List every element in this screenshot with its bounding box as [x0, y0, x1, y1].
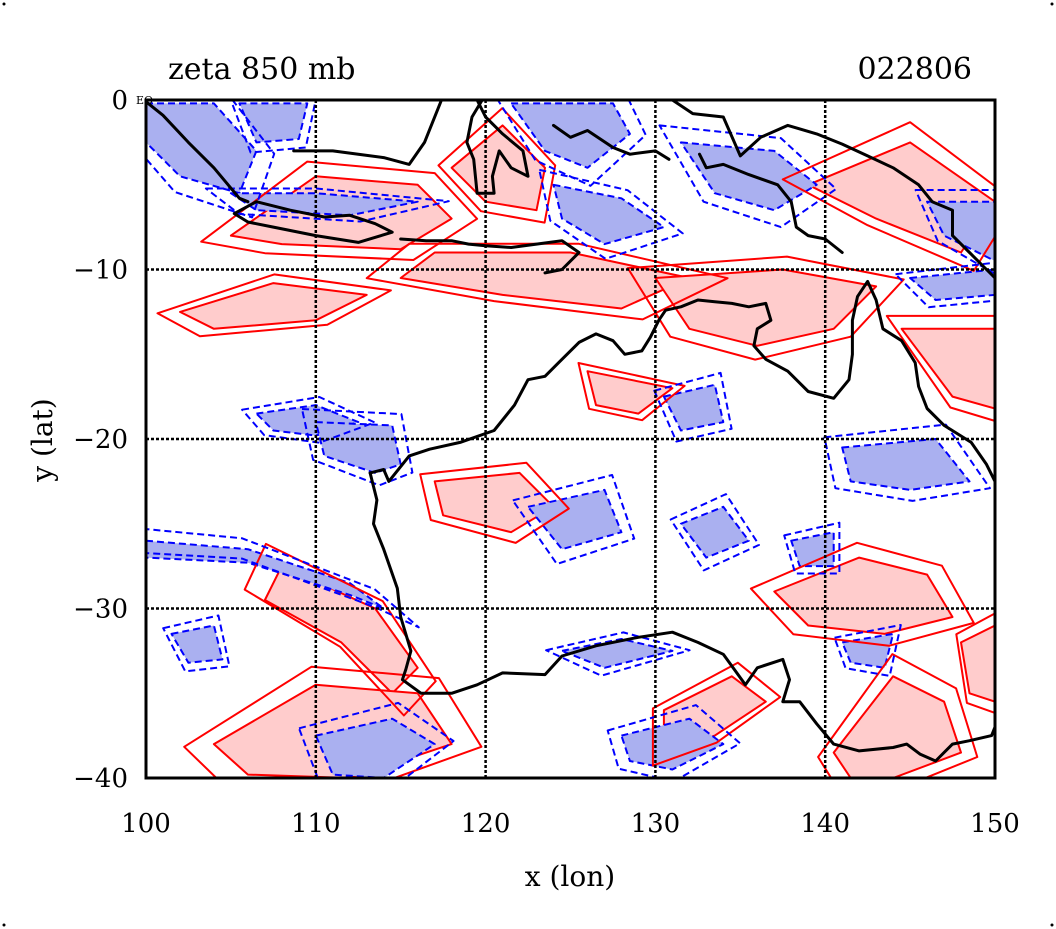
negative-vorticity-region-15: [841, 438, 971, 491]
x-tick-label-0: 100: [121, 809, 171, 839]
positive-vorticity-contour-3: [156, 273, 392, 338]
negative-vorticity-region-20: [909, 268, 995, 301]
positive-vorticity-region-12: [773, 556, 954, 635]
coastline-segment-8: [698, 152, 844, 254]
positive-vorticity-contour-7: [419, 461, 570, 544]
positive-vorticity-contour-6: [885, 314, 995, 422]
coastline-layer: [146, 100, 995, 763]
positive-vorticity-region-14: [586, 370, 674, 415]
x-axis-label: x (lon): [525, 860, 615, 893]
y-tick-labels: 0 −10 −20 −30 −40: [73, 86, 128, 794]
positive-vorticity-region-11: [832, 675, 962, 778]
negative-vorticity-region-1: [229, 192, 419, 217]
negative-vorticity-contour-18: [298, 701, 455, 778]
negative-vorticity-contour-19: [606, 704, 742, 778]
coastline-segment-5: [292, 100, 443, 166]
coastline-segment-1: [368, 471, 995, 763]
positive-vorticity-contour-13: [955, 612, 995, 715]
negative-vorticity-contour-8: [162, 614, 231, 673]
negative-vorticity-contour-6: [914, 189, 995, 276]
negative-vorticity-region-18: [314, 717, 436, 778]
positive-vorticity-region-1: [450, 124, 546, 212]
negative-vorticity-region-4: [552, 183, 665, 246]
negative-vorticity-contour-15: [823, 423, 991, 502]
corner-dot-bottom-left: [2, 923, 6, 927]
x-tick-label-2: 120: [461, 809, 511, 839]
coastline-segment-3: [232, 200, 394, 244]
negative-vorticity-contour-0: [146, 100, 276, 219]
negative-vorticity-contour-3: [496, 100, 647, 187]
positive-vorticity-region-6: [900, 327, 995, 410]
plot-area: [146, 100, 995, 778]
negative-vorticity-contour-1: [204, 187, 450, 223]
coastline-segment-2: [146, 100, 250, 204]
positive-vorticity-contour-1: [437, 107, 557, 224]
positive-vorticity-contour-12: [749, 541, 975, 647]
negative-vorticity-contour-11: [511, 474, 636, 565]
x-tick-label-3: 130: [631, 809, 681, 839]
negative-vorticity-contour-16: [545, 631, 691, 677]
negative-vorticity-region-8: [170, 624, 224, 664]
positive-vorticity-contour-2: [365, 242, 729, 321]
positive-vorticity-region-13: [960, 624, 995, 703]
negative-vorticity-contour-10: [301, 408, 414, 487]
negative-vorticity-contour-14: [653, 371, 733, 443]
coastline-segment-0: [368, 279, 995, 483]
x-tick-label-4: 140: [800, 809, 850, 839]
gridline-layer: [146, 100, 995, 778]
negative-vorticity-region-11: [527, 488, 623, 551]
positive-vorticity-contour-0: [200, 160, 479, 261]
negative-vorticity-contour-20: [894, 261, 995, 309]
positive-vorticity-contour-9: [183, 665, 483, 778]
x-tick-label-5: 150: [970, 809, 1020, 839]
equator-label: EQ: [136, 94, 153, 107]
negative-vorticity-contour-4: [538, 168, 684, 260]
negative-vorticity-region-12: [679, 505, 750, 559]
corner-dot-top-left: [2, 2, 6, 6]
negative-vorticity-region-2: [238, 102, 309, 144]
negative-vorticity-contour-13: [783, 521, 841, 575]
positive-vorticity-contour-8: [243, 542, 437, 717]
negative-vorticity-region-10: [314, 421, 402, 474]
y-axis-label: y (lat): [26, 398, 59, 482]
negative-vorticity-contour-17: [833, 624, 902, 677]
negative-vorticity-contour-9: [241, 396, 376, 444]
positive-vorticity-contour-4: [626, 255, 905, 361]
chart-title: zeta 850 mb: [168, 52, 356, 87]
y-tick-label-4: −40: [73, 764, 128, 794]
negative-vorticity-region-7: [146, 539, 385, 610]
negative-vorticity-region-14: [662, 383, 725, 432]
corner-dot-bottom-right: [1050, 923, 1054, 927]
y-tick-label-3: −30: [73, 595, 128, 625]
positive-vorticity-contour-5: [781, 121, 995, 272]
y-tick-label-0: 0: [111, 86, 128, 116]
negative-vorticity-contour-7: [146, 528, 420, 629]
x-tick-labels: 100 110 120 130 140 150: [121, 809, 1020, 839]
positive-vorticity-region-2: [399, 251, 691, 310]
negative-vorticity-contour-12: [669, 493, 760, 572]
negative-vorticity-region-6: [926, 200, 995, 262]
positive-vorticity-contour-14: [577, 362, 686, 422]
positive-vorticity-contour-11: [817, 653, 979, 778]
x-tick-label-1: 110: [291, 809, 341, 839]
coastline-segment-4: [399, 237, 581, 275]
positive-vorticity-contour-layer: [156, 107, 995, 778]
y-tick-label-2: −20: [73, 425, 128, 455]
positive-vorticity-contour-10: [651, 661, 782, 767]
corner-dot-top-right: [1050, 2, 1054, 6]
date-label: 022806: [857, 52, 972, 87]
coastline-segment-7: [670, 100, 995, 280]
negative-vorticity-region-19: [620, 717, 725, 771]
y-tick-label-1: −10: [73, 256, 128, 286]
plot-frame: [144, 98, 997, 780]
positive-vorticity-region-3: [179, 282, 368, 330]
coastline-segment-6: [465, 100, 530, 195]
